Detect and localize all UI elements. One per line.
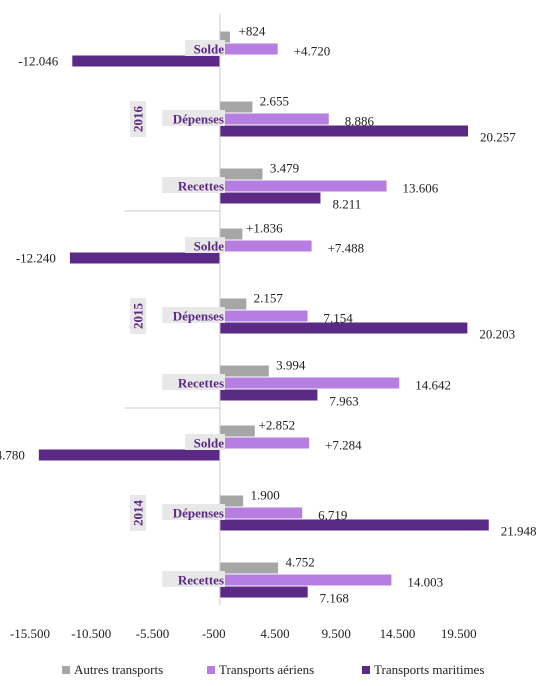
- category-label: Dépenses: [173, 309, 224, 324]
- year-label-bg: [130, 298, 146, 334]
- value-label-maritimes: 21.948: [501, 524, 537, 539]
- category-label: Recettes: [178, 573, 224, 588]
- year-label: 2015: [131, 303, 146, 330]
- legend-swatch-maritimes: [362, 666, 370, 674]
- category-label: Solde: [194, 436, 225, 451]
- value-label-autres: 3.479: [270, 161, 299, 176]
- value-labels: +824 +4.720 -12.046 2.655 8.886 20.257 3.479 13…: [0, 24, 536, 606]
- x-tick-label: 19.500: [441, 626, 477, 641]
- value-label-autres: 2.655: [260, 94, 289, 109]
- x-tick-label: -500: [202, 626, 226, 641]
- year-label: 2014: [131, 500, 146, 527]
- value-label-aeriens: +4.720: [294, 44, 331, 59]
- category-labels: 2016 Solde Dépenses Recettes 2015 Solde Dépens…: [130, 40, 225, 588]
- bar-aeriens: [219, 180, 387, 192]
- category-label-bg: [162, 571, 225, 587]
- value-label-maritimes: -12.240: [16, 251, 56, 266]
- x-tick-label: 14.500: [380, 626, 416, 641]
- x-tick-label: -15.500: [10, 626, 50, 641]
- category-label: Solde: [194, 42, 225, 57]
- bar-maritimes: [219, 322, 468, 334]
- value-label-maritimes: 7.168: [320, 591, 349, 606]
- bar-aeriens: [219, 574, 392, 586]
- x-tick-label: 4.500: [260, 626, 289, 641]
- bar-maritimes: [219, 586, 308, 598]
- category-label-bg: [162, 110, 225, 126]
- value-label-maritimes: -14.780: [0, 448, 25, 463]
- bar-aeriens: [219, 113, 329, 125]
- x-axis-ticks: -15.500 -10.500 -5.500 -500 4.500 9.500 14.500…: [10, 626, 477, 641]
- value-label-autres: 3.994: [276, 358, 306, 373]
- category-label: Recettes: [178, 179, 224, 194]
- legend-swatch-autres: [62, 666, 70, 674]
- value-label-maritimes: 7.963: [329, 394, 358, 409]
- value-label-autres: +2.852: [259, 418, 296, 433]
- bar-autres: [219, 228, 243, 240]
- bar-maritimes: [219, 389, 318, 401]
- category-label: Dépenses: [173, 112, 224, 127]
- value-label-aeriens: 7.154: [324, 311, 354, 326]
- bar-maritimes: [219, 125, 469, 137]
- category-label-bg: [185, 40, 225, 56]
- category-label-bg: [185, 434, 225, 450]
- bar-autres: [219, 365, 269, 377]
- value-label-autres: +824: [239, 24, 266, 39]
- category-label: Recettes: [178, 376, 224, 391]
- category-label-bg: [162, 504, 225, 520]
- value-label-autres: 4.752: [285, 555, 314, 570]
- bars: [38, 31, 489, 598]
- category-label: Solde: [194, 239, 225, 254]
- bar-maritimes: [69, 252, 220, 264]
- value-label-maritimes: 20.203: [479, 327, 515, 342]
- legend-swatch-aeriens: [207, 666, 215, 674]
- year-label-bg: [130, 101, 146, 137]
- category-label-bg: [162, 177, 225, 193]
- bar-maritimes: [219, 192, 321, 204]
- bar-maritimes: [72, 55, 220, 67]
- bar-autres: [219, 495, 244, 507]
- legend: Autres transports Transports aériens Trans…: [62, 662, 484, 677]
- category-label-bg: [185, 237, 225, 253]
- value-label-aeriens: +7.284: [325, 438, 362, 453]
- bar-aeriens: [219, 240, 312, 252]
- value-label-maritimes: 20.257: [480, 130, 516, 145]
- value-label-aeriens: 13.606: [403, 181, 439, 196]
- category-label: Dépenses: [173, 506, 224, 521]
- legend-label-autres: Autres transports: [74, 662, 163, 677]
- bar-autres: [219, 562, 279, 574]
- value-label-aeriens: 14.003: [407, 575, 443, 590]
- bar-aeriens: [219, 507, 303, 519]
- year-separators: [124, 210, 220, 409]
- bar-autres: [219, 31, 230, 43]
- value-label-autres: 1.900: [251, 488, 280, 503]
- bar-maritimes: [38, 449, 220, 461]
- x-tick-label: -5.500: [136, 626, 170, 641]
- value-label-aeriens: 8.886: [345, 114, 375, 129]
- x-tick-label: -10.500: [71, 626, 111, 641]
- bar-aeriens: [219, 43, 278, 55]
- bar-maritimes: [219, 519, 489, 531]
- year-label: 2016: [131, 106, 146, 133]
- value-label-autres: +1.836: [246, 221, 283, 236]
- category-label-bg: [162, 307, 225, 323]
- bar-aeriens: [219, 377, 400, 389]
- bar-autres: [219, 168, 263, 180]
- bar-aeriens: [219, 310, 308, 322]
- value-label-aeriens: 6.719: [318, 508, 347, 523]
- value-label-aeriens: +7.488: [328, 241, 365, 256]
- legend-label-aeriens: Transports aériens: [219, 662, 314, 677]
- x-tick-label: 9.500: [322, 626, 351, 641]
- bar-aeriens: [219, 437, 310, 449]
- value-label-maritimes: -12.046: [18, 54, 59, 69]
- legend-label-maritimes: Transports maritimes: [374, 662, 484, 677]
- year-label-bg: [130, 495, 146, 531]
- value-label-maritimes: 8.211: [332, 197, 361, 212]
- bar-autres: [219, 425, 255, 437]
- value-label-aeriens: 14.642: [415, 378, 451, 393]
- bar-autres: [219, 101, 253, 113]
- category-label-bg: [162, 374, 225, 390]
- value-label-autres: 2.157: [254, 291, 284, 306]
- bar-autres: [219, 298, 247, 310]
